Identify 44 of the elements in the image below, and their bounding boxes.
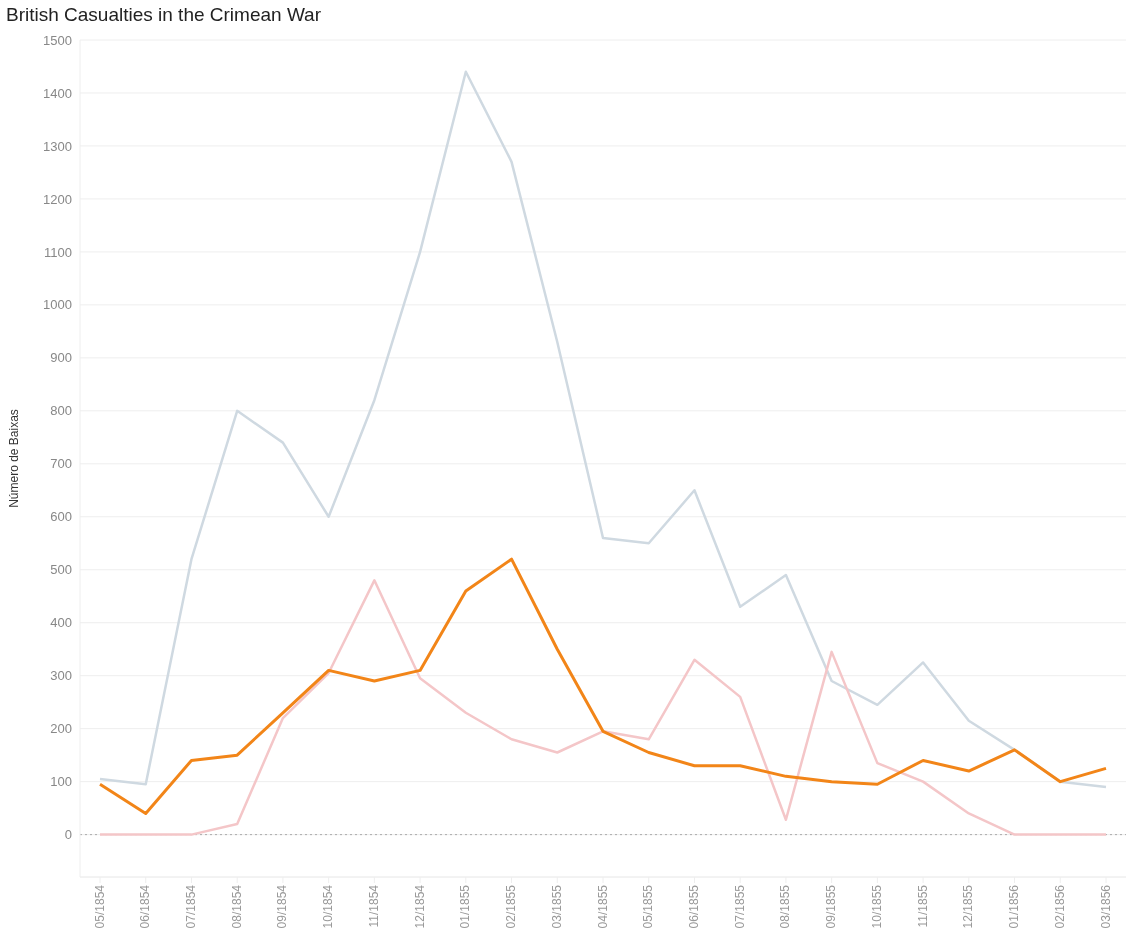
y-tick-label: 600 bbox=[50, 509, 72, 525]
y-axis-title: Número de Baixas bbox=[7, 409, 22, 508]
y-tick-label: 1200 bbox=[43, 191, 72, 207]
x-tick-label: 03/1855 bbox=[549, 884, 564, 929]
x-tick-label: 04/1855 bbox=[595, 884, 610, 929]
y-tick-label: 1300 bbox=[43, 138, 72, 154]
y-tick-label: 700 bbox=[50, 456, 72, 472]
y-tick-label: 1500 bbox=[43, 32, 72, 48]
x-tick-label: 02/1855 bbox=[504, 884, 519, 929]
y-tick-label: 1100 bbox=[44, 244, 72, 260]
x-tick-label: 05/1854 bbox=[92, 884, 107, 929]
chart-title: British Casualties in the Crimean War bbox=[6, 4, 322, 26]
x-tick-label: 07/1854 bbox=[183, 884, 198, 929]
x-tick-label: 09/1855 bbox=[824, 884, 839, 929]
x-tick-label: 11/1854 bbox=[366, 884, 381, 928]
x-tick-label: 01/1855 bbox=[458, 884, 473, 929]
x-tick-label: 05/1855 bbox=[641, 884, 656, 929]
x-tick-label: 03/1856 bbox=[1098, 884, 1113, 929]
x-tick-label: 08/1854 bbox=[229, 884, 244, 929]
y-tick-label: 900 bbox=[50, 350, 72, 366]
y-tick-label: 100 bbox=[50, 774, 72, 790]
x-tick-label: 08/1855 bbox=[778, 884, 793, 929]
y-tick-label: 0 bbox=[64, 827, 72, 843]
y-tick-label: 800 bbox=[50, 403, 72, 419]
x-tick-label: 06/1855 bbox=[686, 884, 701, 929]
x-tick-label: 02/1856 bbox=[1052, 884, 1067, 929]
y-tick-label: 300 bbox=[50, 668, 72, 684]
line-series bbox=[98, 70, 1108, 789]
x-tick-label: 10/1854 bbox=[321, 884, 336, 929]
x-tick-label: 12/1855 bbox=[961, 884, 976, 929]
y-tick-label: 1000 bbox=[43, 297, 72, 313]
x-tick-label: 11/1855 bbox=[915, 884, 930, 928]
y-tick-label: 200 bbox=[50, 721, 72, 737]
line-series bbox=[98, 557, 1108, 815]
x-tick-label: 12/1854 bbox=[412, 884, 427, 929]
y-tick-label: 1400 bbox=[43, 85, 72, 101]
y-tick-label: 500 bbox=[50, 562, 72, 578]
x-tick-label: 10/1855 bbox=[869, 884, 884, 929]
y-tick-label: 400 bbox=[50, 615, 72, 631]
line-series bbox=[98, 579, 1108, 836]
x-tick-label: 01/1856 bbox=[1007, 884, 1022, 929]
x-tick-label: 07/1855 bbox=[732, 884, 747, 929]
x-tick-label: 06/1854 bbox=[138, 884, 153, 929]
x-tick-label: 09/1854 bbox=[275, 884, 290, 929]
